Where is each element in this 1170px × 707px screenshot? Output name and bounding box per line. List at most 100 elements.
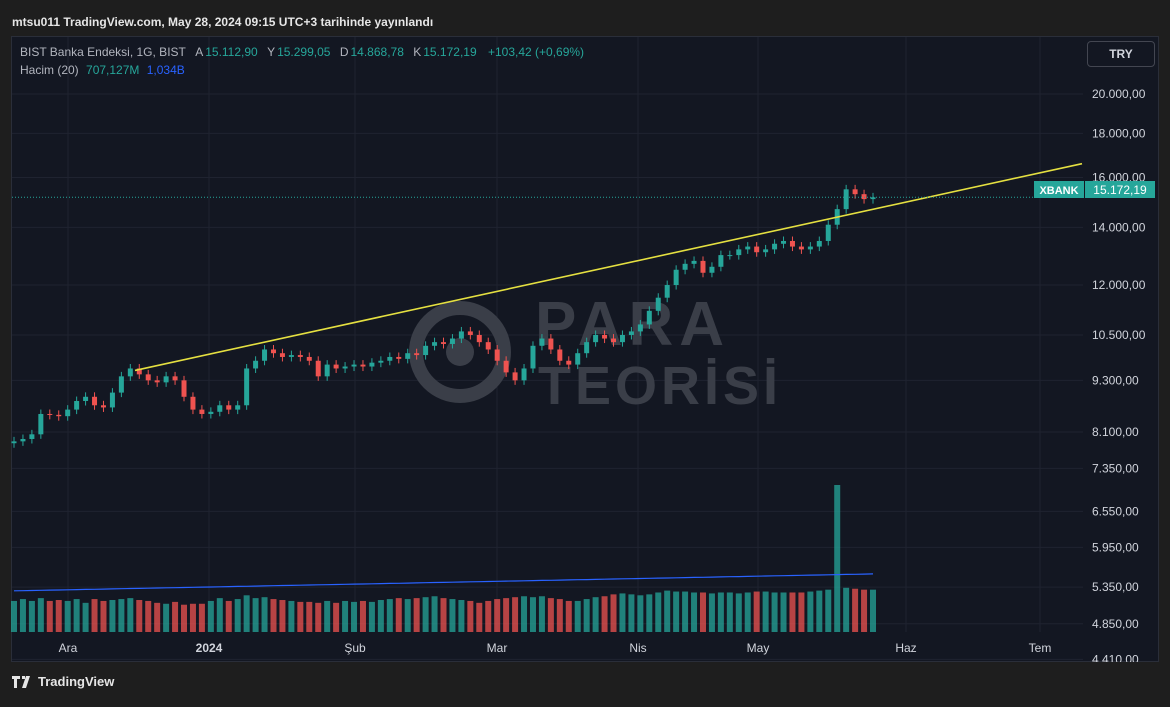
volume-ma-value: 1,034B (146, 63, 185, 77)
tradingview-logo[interactable]: TradingView (12, 674, 114, 689)
volume-bar (440, 598, 447, 632)
volume-bar (628, 594, 635, 632)
volume-bar (521, 596, 528, 632)
candle-body (378, 360, 384, 363)
candle-body (396, 356, 402, 359)
volume-bar (458, 600, 465, 632)
volume-bar (333, 602, 340, 632)
candle-body (745, 246, 751, 250)
candle-body (664, 285, 670, 298)
candle-body (825, 224, 831, 241)
volume-label[interactable]: Hacim (20) (20, 63, 79, 77)
open-label: A (195, 45, 204, 59)
watermark: PARA TEORİSİ (409, 290, 778, 416)
volume-bar (386, 599, 393, 632)
volume-bar (136, 600, 143, 632)
volume-bar (753, 591, 760, 632)
candle-body (405, 353, 411, 359)
volume-bar (699, 592, 706, 632)
volume-bar (315, 602, 322, 632)
candle-body (852, 189, 858, 195)
candle-body (781, 240, 787, 244)
volume-bar (288, 600, 295, 632)
candle-body (691, 260, 697, 264)
last-price-badge-bg (1085, 181, 1155, 198)
candle-body (861, 194, 867, 200)
candle-body (494, 349, 500, 361)
candle-body (351, 364, 357, 367)
candle-body (154, 380, 160, 383)
candle-body (449, 338, 455, 344)
x-tick-label: Ara (59, 641, 78, 655)
candle-body (118, 376, 124, 393)
candle-body (145, 374, 151, 381)
close-value: 15.172,19 (423, 45, 477, 59)
candle-body (789, 240, 795, 247)
candle-body (181, 380, 187, 397)
candle-body (485, 342, 491, 350)
candle-body (476, 334, 482, 343)
volume-bar (780, 592, 787, 632)
watermark-logo-dot (446, 338, 474, 366)
candle-body (602, 334, 608, 339)
tradingview-logo-text: TradingView (38, 674, 115, 689)
y-tick-label: 9.300,00 (1092, 373, 1139, 387)
currency-button[interactable]: TRY (1087, 41, 1155, 67)
candle-body (655, 297, 661, 311)
candle-body (360, 364, 366, 367)
volume-bar (109, 600, 116, 632)
volume-bar (19, 599, 26, 632)
candle-body (109, 392, 115, 408)
candle-body (279, 353, 285, 357)
candle-body (172, 376, 178, 381)
volume-bar (843, 587, 850, 632)
ohlc-legend: BIST Banka Endeksi, 1G, BIST A 15.112,90 … (20, 45, 586, 59)
volume-bar (270, 599, 277, 632)
candle-body (226, 405, 232, 410)
volume-bar (834, 485, 841, 632)
x-tick-label: 2024 (196, 641, 223, 655)
candle-body (441, 342, 446, 344)
volume-bar (252, 598, 259, 632)
y-tick-label: 5.350,00 (1092, 580, 1139, 594)
volume-bar (655, 592, 662, 632)
candle-body (270, 349, 276, 354)
volume-bar (816, 590, 823, 632)
candle-body (20, 438, 26, 442)
candle-body (342, 366, 348, 369)
candle-body (387, 356, 393, 361)
volume-bar (449, 599, 456, 632)
candle-body (467, 331, 473, 335)
candle-body (127, 368, 133, 377)
trend-line[interactable] (134, 162, 1083, 372)
volume-bar (494, 599, 501, 632)
candle-body (235, 405, 241, 410)
candle-body (262, 349, 268, 361)
volume-bar (422, 597, 429, 632)
candle-body (557, 349, 563, 361)
candle-body (646, 310, 652, 325)
volume-bar (529, 597, 536, 632)
open-value: 15.112,90 (205, 45, 258, 59)
volume-bar (243, 595, 250, 632)
candle-body (548, 338, 554, 350)
candle-body (718, 255, 724, 267)
volume-bar (225, 600, 232, 632)
candle-body (727, 255, 733, 257)
y-tick-label: 7.350,00 (1092, 461, 1139, 475)
y-tick-label: 10.500,00 (1092, 328, 1146, 342)
volume-bar (583, 599, 590, 632)
y-tick-label: 16.000,00 (1092, 170, 1146, 184)
y-tick-label: 12.000,00 (1092, 278, 1146, 292)
volume-bar (189, 603, 196, 632)
volume-bar (46, 600, 53, 632)
candle-body (584, 342, 590, 354)
candle-body (682, 263, 688, 270)
symbol-name[interactable]: BIST Banka Endeksi, 1G, BIST (20, 45, 186, 59)
volume-bar (547, 598, 554, 632)
candle-body (11, 441, 17, 444)
volume-bar (342, 600, 349, 632)
volume-bar (154, 602, 161, 632)
candle-body (521, 368, 527, 381)
